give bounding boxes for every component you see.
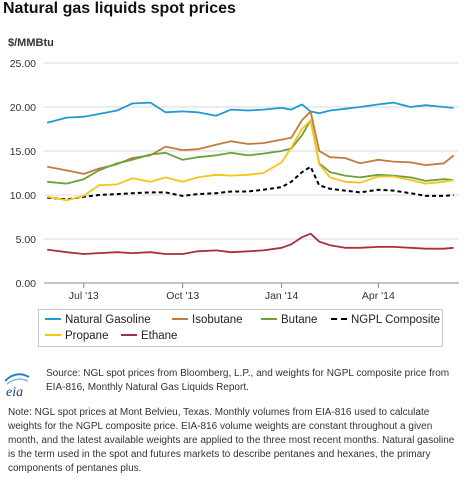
legend-label-butane: Butane	[281, 314, 318, 326]
y-tick-label: 25.00	[10, 58, 36, 70]
y-tick-label: 10.00	[10, 190, 36, 202]
y-tick-label: 20.00	[10, 102, 36, 114]
legend-label-ethane: Ethane	[141, 330, 178, 342]
line-chart: 25.00 20.00 15.00 10.00 5.00 0.00 Jul '13 Oct '…	[10, 58, 459, 302]
x-tick-label: Jul '13	[69, 290, 99, 302]
legend-item-butane: Butane	[261, 314, 317, 326]
series-line-natural-gasoline	[46, 101, 454, 124]
y-tick-label: 15.00	[10, 146, 36, 158]
legend-swatch-ngpl-composite	[331, 317, 347, 320]
legend-item-propane: Propane	[45, 330, 108, 342]
source-text: Source: NGL spot prices from Bloomberg, …	[46, 368, 450, 393]
note-text: Note: NGL spot prices at Mont Belvieu, T…	[8, 407, 455, 474]
legend-label-natural-gasoline: Natural Gasoline	[65, 314, 151, 326]
chart-legend: Natural Gasoline Isobutane Butane NGPL C…	[38, 309, 443, 347]
legend-label-propane: Propane	[65, 330, 109, 342]
y-tick-label: 0.00	[16, 278, 37, 290]
series-line-ngpl-composite	[47, 165, 454, 201]
x-tick-label: Jan '14	[265, 290, 299, 302]
eia-logo-text: eia	[6, 385, 23, 399]
chart-title: Natural gas liquids spot prices	[3, 0, 236, 17]
series-line-butane	[47, 119, 454, 185]
legend-label-isobutane: Isobutane	[192, 314, 243, 326]
legend-swatch-ethane	[121, 333, 137, 336]
legend-item-isobutane: Isobutane	[172, 314, 243, 326]
series-line-propane	[47, 119, 454, 202]
legend-swatch-isobutane	[172, 317, 188, 320]
legend-item-ngpl-composite: NGPL Composite	[331, 314, 440, 326]
legend-swatch-natural-gasoline	[45, 317, 61, 320]
y-axis-unit-label: $/MMBtu	[8, 37, 54, 49]
series-line-ethane	[47, 232, 454, 255]
x-tick-label: Oct '13	[166, 290, 199, 302]
legend-swatch-propane	[45, 333, 61, 336]
legend-label-ngpl-composite: NGPL Composite	[351, 314, 441, 326]
eia-logo: eia	[4, 373, 30, 399]
y-tick-label: 5.00	[16, 234, 37, 246]
legend-item-ethane: Ethane	[121, 330, 177, 342]
legend-item-natural-gasoline: Natural Gasoline	[45, 314, 151, 326]
legend-swatch-butane	[261, 317, 277, 320]
x-tick-label: Apr '14	[362, 290, 395, 302]
series-line-isobutane	[47, 110, 455, 175]
